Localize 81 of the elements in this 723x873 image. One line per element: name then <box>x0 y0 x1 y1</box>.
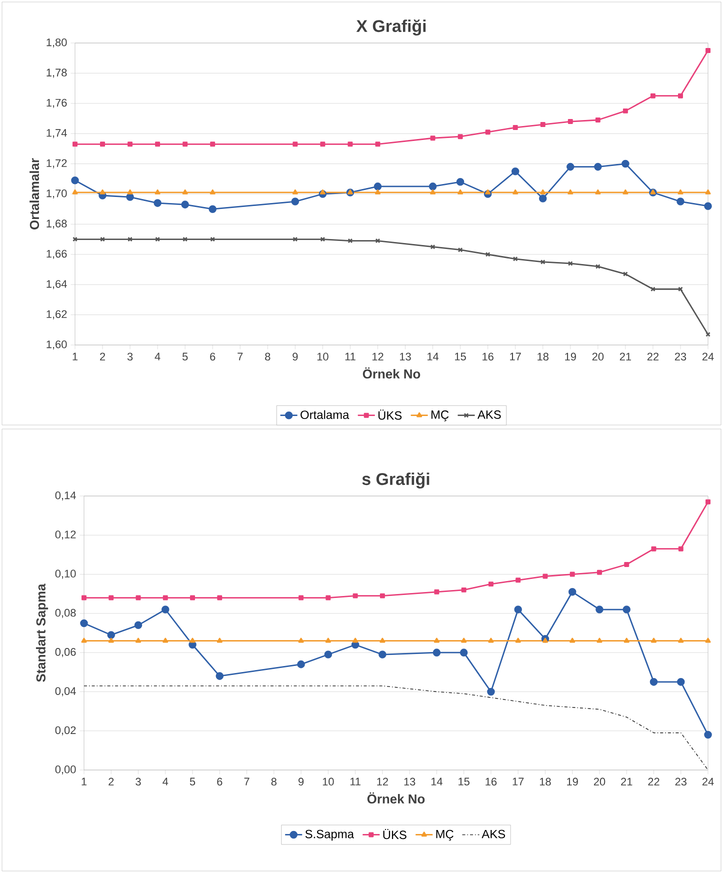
y-tick-label: 1,72 <box>46 159 67 168</box>
y-tick-label: 0,14 <box>55 491 76 501</box>
y-tick-label: 1,68 <box>46 220 67 229</box>
legend-label: ÜKS <box>383 828 406 840</box>
legend-label: AKS <box>482 830 506 838</box>
y-tick-label: 1,80 <box>46 38 67 48</box>
y-tick-label: 1,78 <box>46 68 67 78</box>
x-tick-label: 11 <box>350 778 360 786</box>
x-tick-label: 6 <box>210 352 216 361</box>
x-tick-label: 2 <box>108 778 114 786</box>
x-tick-label: 19 <box>565 352 576 361</box>
legend-label: Ortalama <box>300 410 350 420</box>
x-tick-label: 12 <box>377 778 388 786</box>
x-tick-label: 7 <box>238 352 243 360</box>
x-tick-label: 3 <box>127 352 133 361</box>
x-tick-label: 15 <box>458 778 470 786</box>
chart-title: s Grafiği <box>362 472 430 488</box>
x-tick-label: 9 <box>298 778 304 786</box>
x-tick-label: 5 <box>190 778 196 786</box>
x-tick-label: 11 <box>345 352 356 360</box>
y-tick-label: 0,00 <box>55 765 76 775</box>
x-tick-label: 24 <box>702 352 714 360</box>
chart-title: X Grafiği <box>356 19 426 36</box>
y-tick-label: 1,66 <box>46 250 67 259</box>
x-tick-label: 5 <box>182 352 188 360</box>
x-tick-label: 22 <box>647 352 659 360</box>
x-tick-label: 14 <box>428 352 439 360</box>
y-tick-label: 1,70 <box>46 189 67 199</box>
y-tick-label: 0,08 <box>55 608 76 618</box>
y-axis-title: Ortalamalar <box>30 158 40 230</box>
x-tick-label: 17 <box>510 352 521 360</box>
x-tick-label: 17 <box>512 778 524 786</box>
x-tick-label: 10 <box>317 352 328 361</box>
x-tick-label: 23 <box>674 352 686 361</box>
x-tick-label: 8 <box>271 778 276 786</box>
x-tick-label: 4 <box>162 778 168 786</box>
y-tick-label: 0,06 <box>55 648 76 658</box>
x-tick-label: 1 <box>82 778 87 786</box>
x-tick-label: 3 <box>136 778 141 786</box>
x-tick-label: 13 <box>404 778 416 786</box>
x-tick-label: 7 <box>244 778 250 786</box>
x-tick-label: 22 <box>648 778 660 786</box>
y-tick-label: 1,62 <box>46 310 67 320</box>
x-tick-label: 6 <box>217 778 222 786</box>
legend-label: S.Sapma <box>305 830 354 841</box>
x-axis-title: Örnek No <box>367 792 425 804</box>
legend-label: ÜKS <box>378 410 402 420</box>
x-tick-label: 15 <box>455 352 466 360</box>
legend-label: MÇ <box>436 830 454 841</box>
x-tick-label: 21 <box>621 778 632 786</box>
x-tick-label: 14 <box>431 778 442 786</box>
y-tick-label: 0,12 <box>55 530 76 540</box>
y-tick-label: 0,04 <box>55 687 76 696</box>
x-tick-label: 21 <box>620 352 631 360</box>
x-tick-label: 18 <box>540 778 551 786</box>
x-tick-label: 18 <box>538 352 548 361</box>
y-tick-label: 1,74 <box>46 129 67 138</box>
x-tick-label: 19 <box>567 778 578 786</box>
x-tick-label: 23 <box>675 778 686 786</box>
y-tick-label: 0,10 <box>55 570 76 579</box>
y-tick-label: 1,64 <box>46 280 67 290</box>
x-tick-label: 12 <box>372 352 384 360</box>
y-tick-label: 1,60 <box>46 340 67 350</box>
x-tick-label: 2 <box>100 352 106 360</box>
y-axis-title: Standart Sapma <box>36 584 48 682</box>
x-tick-label: 9 <box>292 352 298 361</box>
legend-label: MÇ <box>431 410 449 422</box>
x-tick-label: 10 <box>322 778 334 786</box>
x-tick-label: 24 <box>702 778 714 786</box>
x-tick-label: 20 <box>592 352 604 361</box>
x-tick-label: 20 <box>594 778 606 786</box>
x-tick-label: 16 <box>482 352 494 361</box>
x-tick-label: 4 <box>154 352 160 360</box>
x-tick-label: 16 <box>486 778 497 786</box>
legend-label: AKS <box>477 410 501 419</box>
x-tick-label: 1 <box>72 352 78 360</box>
x-tick-label: 13 <box>400 352 411 361</box>
y-tick-label: 1,76 <box>46 98 67 108</box>
x-axis-title: Örnek No <box>362 367 420 379</box>
x-tick-label: 8 <box>265 352 270 361</box>
y-tick-label: 0,02 <box>55 726 76 736</box>
